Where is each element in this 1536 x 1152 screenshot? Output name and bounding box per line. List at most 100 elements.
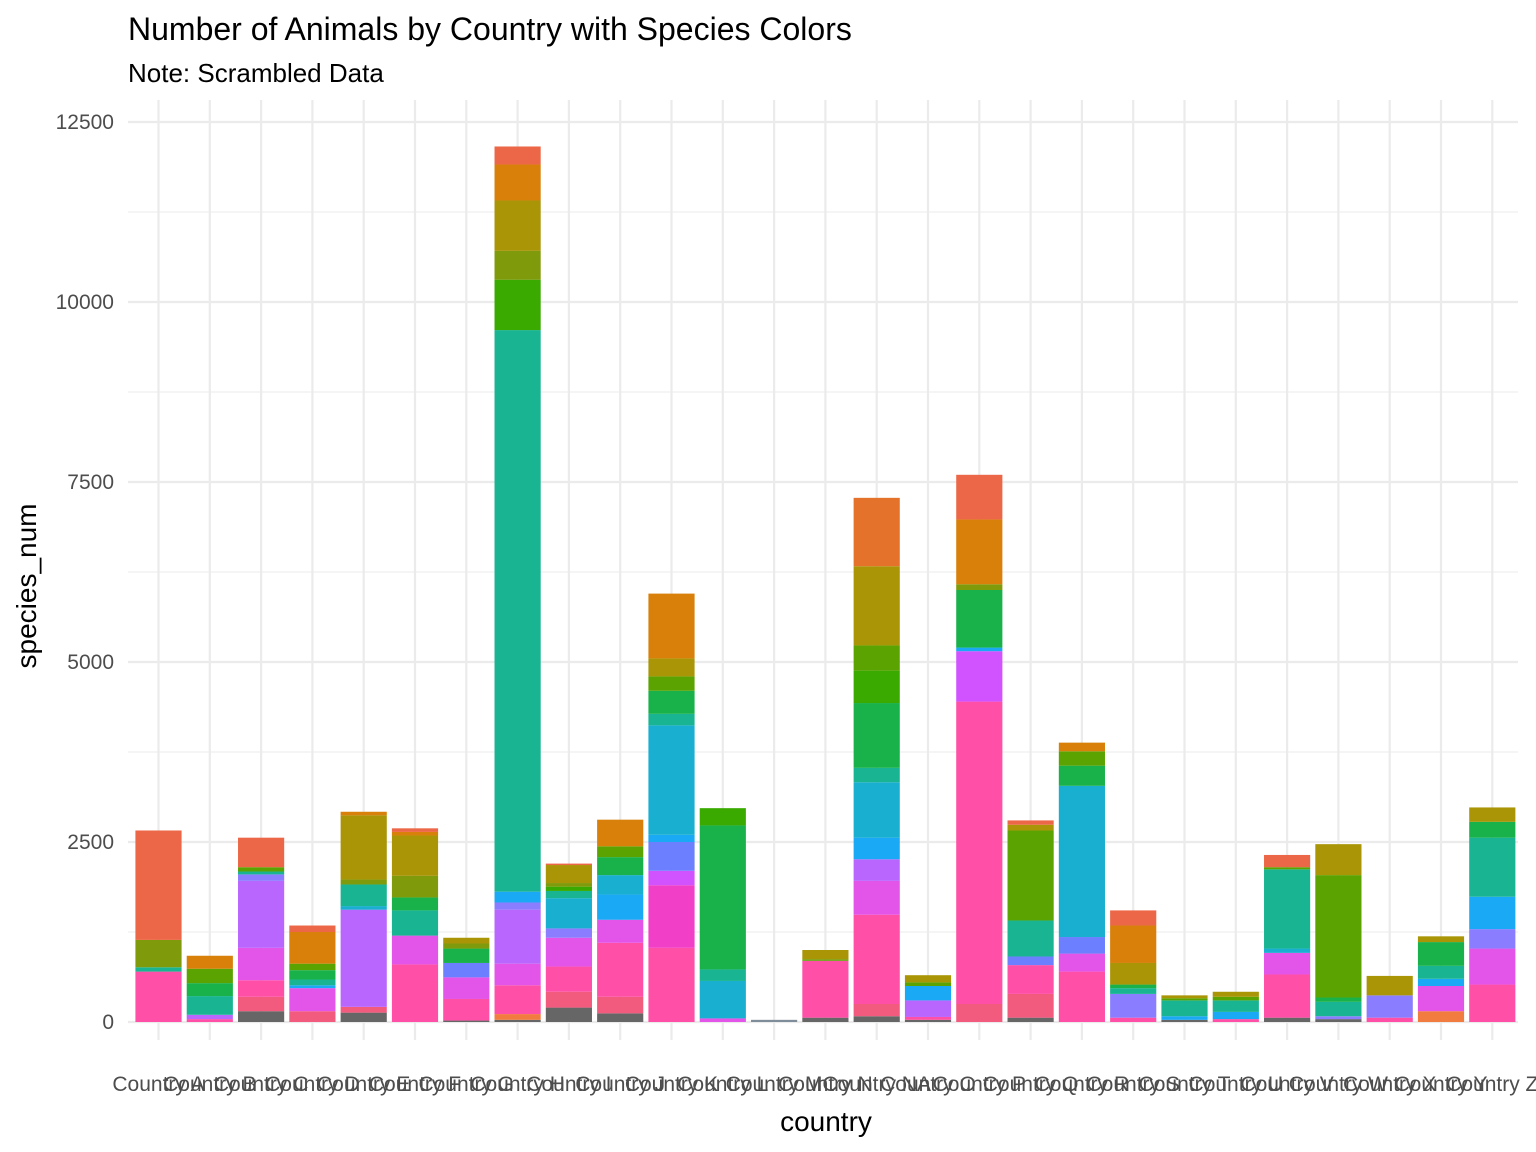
bar-segment [1212,1011,1259,1020]
bar-segment [340,815,387,880]
bar-segment [1007,965,1054,994]
bar-segment [1212,991,1259,997]
bar-segment [597,857,644,876]
bar-segment [1315,1001,1362,1017]
x-tick-label: Country H [470,1073,565,1096]
bar-segment [135,939,182,968]
bar-segment [545,890,592,899]
bar-stack [443,937,490,1022]
bar-segment [494,1014,541,1020]
bar-segment [1417,942,1465,966]
bar-segment [699,808,746,826]
bar-segment [340,909,387,1007]
bar-segment [802,1017,849,1022]
bar-segment [648,690,695,714]
bar-segment [1212,1019,1259,1022]
bar-segment [494,279,541,331]
bar-segment [853,914,900,1004]
bar-segment [1110,910,1157,926]
x-tick-label: Country N [778,1073,873,1096]
bar-segment [340,884,387,907]
bar-segment [494,146,541,165]
bar-segment [648,842,695,871]
bar-segment [853,782,900,838]
bar-segment [904,1000,952,1017]
bar-segment [802,959,849,961]
bar-segment [1007,920,1054,957]
bar-segment [186,968,233,984]
bar-stack [1469,807,1516,1022]
bar-segment [597,894,644,920]
bar-segment [853,645,900,671]
x-tick-label: Country D [265,1073,360,1096]
bar-segment [1315,875,1362,998]
bar-segment [1110,1017,1157,1022]
bar-segment [597,1013,644,1022]
bar-segment [853,1016,900,1022]
x-tick-label: Country C [214,1073,309,1096]
bar-segment [391,935,439,965]
bar-segment [1366,995,1413,1018]
bar-segment [853,767,900,783]
y-tick-label: 0 [102,1011,114,1034]
x-tick-label: Country R [1035,1073,1130,1096]
bar-segment [1264,867,1311,870]
bar-stack [1264,854,1311,1022]
bar-segment [853,837,900,860]
y-tick-label: 12500 [56,111,114,134]
x-axis-title: country [780,1106,872,1137]
bar-segment [1264,869,1311,949]
bar-stack [956,474,1003,1022]
bar-stack [751,1019,798,1022]
bar-segment [443,948,490,963]
bar-segment [494,1019,541,1022]
x-tick-label: Country S [1087,1073,1180,1096]
bar-segment [1161,1000,1208,1017]
bar-segment [186,996,233,1015]
bar-segment [648,870,695,886]
bar-segment [1264,974,1311,1018]
x-tick-label: Country A [112,1073,204,1096]
bar-segment [1264,952,1311,975]
bars [135,146,1516,1022]
bar-segment [1469,896,1516,930]
bar-stack [1007,820,1054,1022]
bar-segment [545,937,592,967]
bar-segment [1469,948,1516,985]
bar-segment [443,1020,490,1022]
bar-segment [289,963,336,971]
bar-segment [699,969,746,981]
x-tick-label: Country X [1343,1073,1436,1096]
bar-stack [1417,936,1465,1022]
bar-segment [238,996,285,1012]
bar-segment [494,963,541,986]
bar-segment [135,830,182,940]
bar-segment [494,200,541,251]
bar-segment [1417,1011,1465,1022]
bar-segment [494,891,541,903]
bar-stack [186,955,233,1022]
x-tick-label: Country NA [822,1073,931,1096]
bar-segment [1469,821,1516,838]
bar-segment [545,865,592,884]
bar-segment [648,885,695,948]
x-tick-label: Country W [1289,1073,1388,1096]
bar-stack [699,808,746,1022]
bar-segment [699,1018,746,1022]
bar-segment [238,880,285,948]
bar-segment [1366,975,1413,996]
bar-segment [1264,854,1311,868]
bar-segment [238,1011,285,1022]
y-axis-ticks: 0 2500 5000 7500 10000 12500 [56,111,114,1034]
bar-segment [391,897,439,911]
bar-segment [1366,1017,1413,1022]
bar-segment [1315,844,1362,876]
bar-segment [853,859,900,881]
bar-segment [1161,1019,1208,1022]
bar-segment [1110,988,1157,994]
bar-segment [494,985,541,1015]
x-tick-label: Country Y [1395,1073,1488,1096]
bar-segment [289,932,336,964]
bar-segment [443,937,490,944]
bar-segment [1161,998,1208,1001]
